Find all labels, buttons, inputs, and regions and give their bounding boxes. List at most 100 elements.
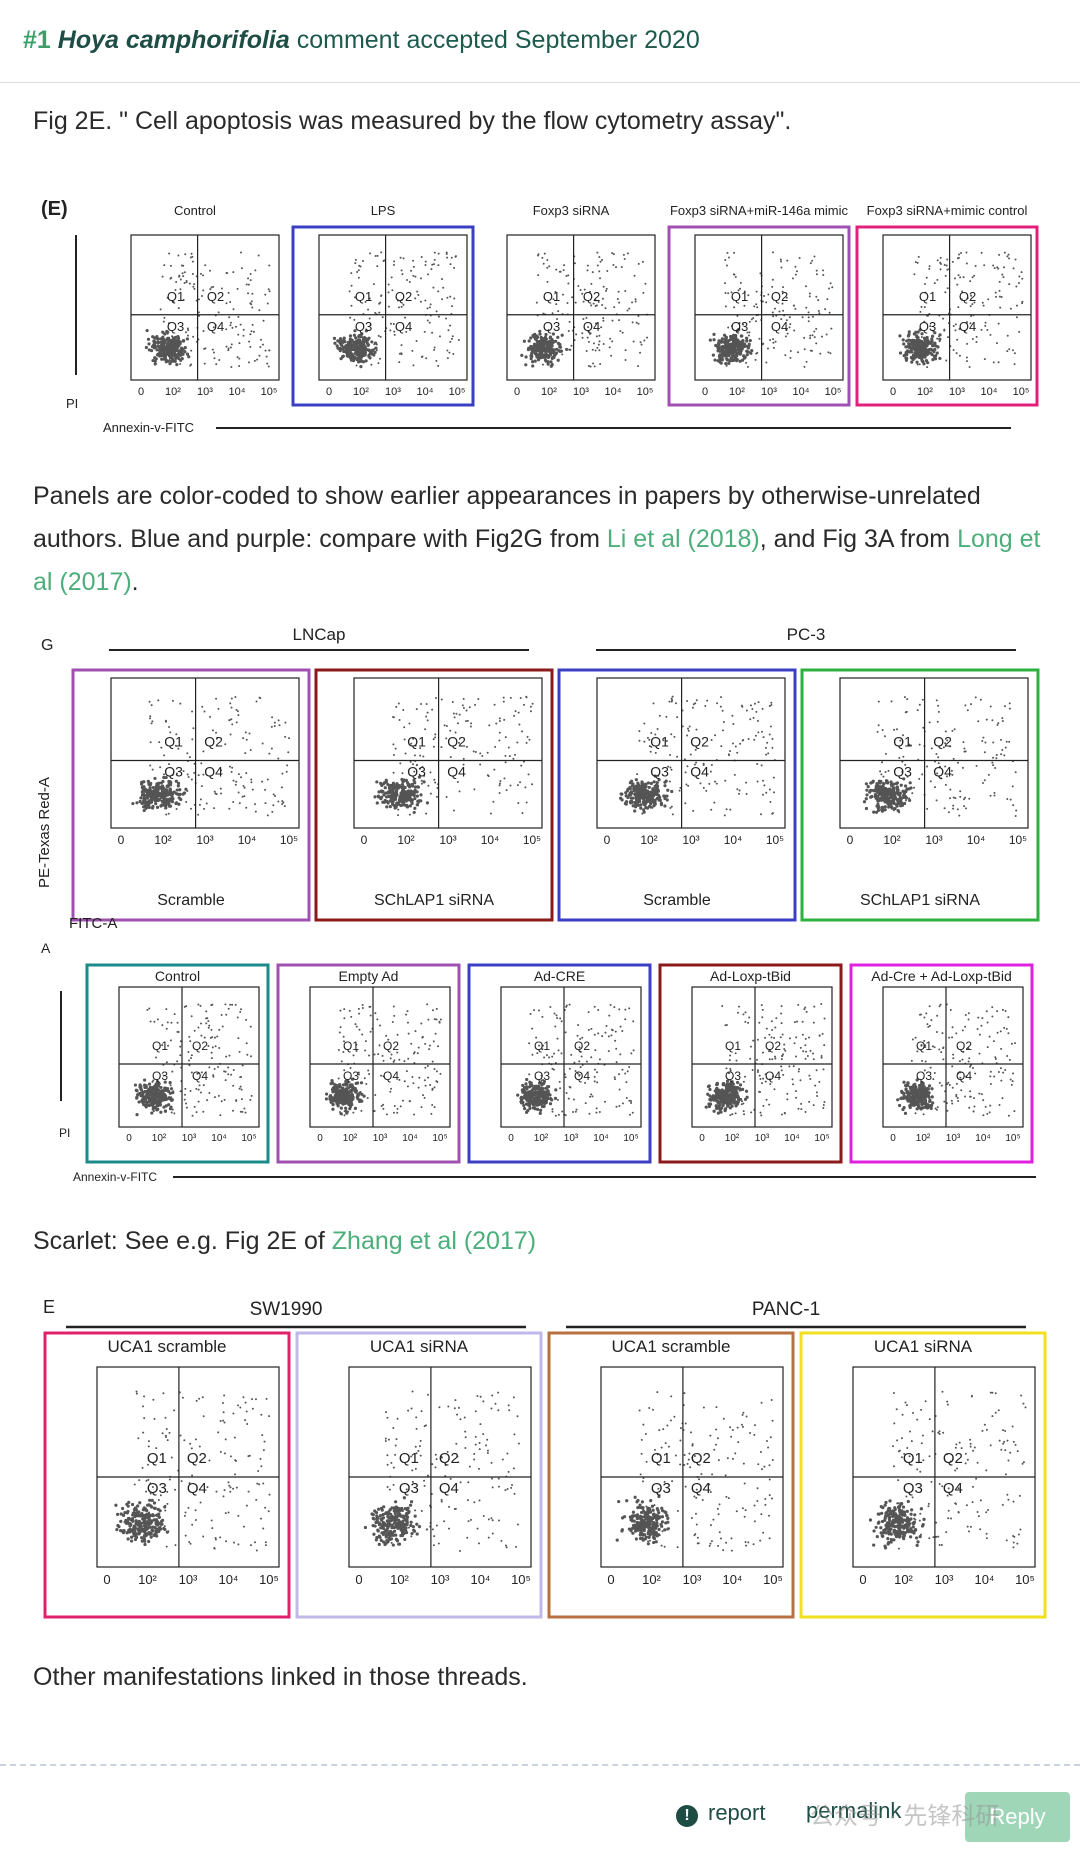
link[interactable]: Li et al (2018) xyxy=(607,525,760,553)
dot xyxy=(147,803,150,806)
dot xyxy=(900,801,902,803)
dot xyxy=(168,797,171,800)
dot xyxy=(194,1106,196,1108)
dot xyxy=(517,784,519,786)
dot xyxy=(191,711,193,713)
dot xyxy=(168,362,171,365)
dot xyxy=(609,346,611,348)
dot xyxy=(716,349,719,352)
dot xyxy=(364,1050,366,1052)
dot xyxy=(1021,271,1023,273)
dot xyxy=(425,715,427,717)
dot xyxy=(536,1108,539,1111)
dot xyxy=(752,317,754,319)
dot xyxy=(150,1020,152,1022)
dot xyxy=(388,291,390,293)
dot xyxy=(884,787,887,790)
dot xyxy=(634,794,637,797)
dot xyxy=(241,1098,243,1100)
dot xyxy=(433,349,435,351)
dot xyxy=(541,1087,544,1090)
dot xyxy=(169,359,171,361)
x-tick-label: 10³ xyxy=(385,386,401,398)
dot xyxy=(525,1095,528,1098)
dot xyxy=(266,363,268,365)
dot xyxy=(380,336,382,338)
dot xyxy=(200,1091,202,1093)
dot xyxy=(195,1088,197,1090)
panel-title: Empty Ad xyxy=(339,968,399,984)
dot xyxy=(561,1111,563,1113)
dot xyxy=(959,355,961,357)
species[interactable]: Hoya camphorifolia xyxy=(58,26,290,54)
dot xyxy=(202,330,204,332)
dot xyxy=(577,1035,579,1037)
dot xyxy=(153,343,156,346)
dot xyxy=(204,347,206,349)
dot xyxy=(519,1097,522,1100)
dot xyxy=(375,255,377,257)
dot xyxy=(427,1065,429,1067)
dot xyxy=(177,337,179,339)
dot xyxy=(926,765,928,767)
dot xyxy=(141,790,144,793)
dot xyxy=(723,346,726,349)
dot xyxy=(171,335,173,337)
dot xyxy=(737,348,740,351)
dot xyxy=(523,340,526,343)
dot xyxy=(154,802,157,805)
quadrant-label: Q3 xyxy=(650,764,669,780)
comment-number[interactable]: #1 xyxy=(23,26,51,54)
dot xyxy=(594,1006,596,1008)
dot xyxy=(420,277,422,279)
dot xyxy=(907,342,910,345)
dot xyxy=(414,754,416,756)
dot xyxy=(723,721,725,723)
dot xyxy=(733,306,735,308)
dot xyxy=(267,778,269,780)
dot xyxy=(229,1004,231,1006)
dot xyxy=(643,339,645,341)
dot xyxy=(431,1104,433,1106)
dot xyxy=(900,784,903,787)
dot xyxy=(205,1022,207,1024)
dot xyxy=(525,1092,528,1095)
dot xyxy=(704,705,706,707)
dot xyxy=(749,321,751,323)
dot xyxy=(929,348,932,351)
dot xyxy=(350,1016,352,1018)
dot xyxy=(394,1105,396,1107)
dot xyxy=(668,701,670,703)
dot xyxy=(543,1057,545,1059)
dot xyxy=(136,1093,139,1096)
dot xyxy=(690,753,692,755)
dot xyxy=(572,1111,574,1113)
dot xyxy=(554,1025,556,1027)
dot xyxy=(228,1055,230,1057)
dot xyxy=(425,264,427,266)
dot xyxy=(713,1110,716,1113)
dot xyxy=(231,698,233,700)
dot xyxy=(955,323,957,325)
dot xyxy=(427,273,429,275)
dot xyxy=(733,252,735,254)
dot xyxy=(448,352,450,354)
dot xyxy=(619,330,621,332)
dot xyxy=(746,353,749,356)
dot xyxy=(184,271,186,273)
dot xyxy=(436,310,438,312)
dot xyxy=(919,744,921,746)
dot xyxy=(882,791,885,794)
dot xyxy=(179,350,181,352)
dot xyxy=(164,1110,167,1113)
dot xyxy=(261,781,263,783)
dot xyxy=(424,1067,426,1069)
dot xyxy=(720,341,723,344)
dot xyxy=(937,756,939,758)
paragraph: Panels are color-coded to show earlier a… xyxy=(33,475,1043,604)
dot xyxy=(235,326,237,328)
dot xyxy=(685,771,687,773)
dot xyxy=(233,1069,235,1071)
dot xyxy=(819,353,821,355)
dot xyxy=(624,1009,626,1011)
